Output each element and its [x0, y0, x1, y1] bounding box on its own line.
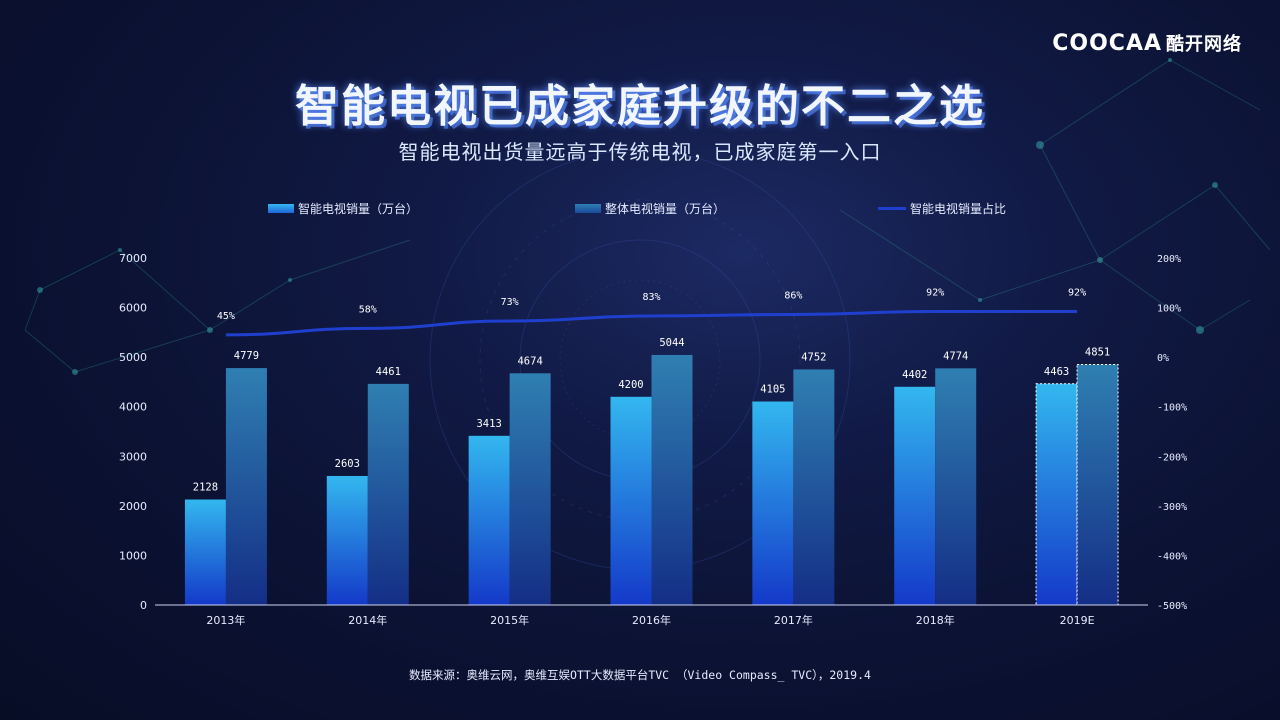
y-left-tick-0: 0 [140, 599, 147, 612]
label-total-3: 5044 [659, 337, 684, 349]
y-right-tick-2: -300% [1157, 502, 1187, 513]
y-left-tick-6: 6000 [119, 302, 147, 315]
legend-label-ratio: 智能电视销量占比 [910, 202, 1007, 216]
chart-legend: 智能电视销量（万台） 整体电视销量（万台） 智能电视销量占比 [0, 200, 1280, 220]
label-smart-5: 4402 [902, 369, 927, 381]
y-left-tick-5: 5000 [119, 351, 147, 364]
bar-total-1 [367, 383, 409, 605]
label-total-0: 4779 [234, 350, 259, 362]
y-right-tick-5: 0% [1157, 353, 1169, 364]
x-tick-3: 2016年 [632, 613, 671, 627]
label-ratio-5: 92% [926, 288, 944, 299]
label-ratio-4: 86% [784, 291, 802, 302]
page-subtitle: 智能电视出货量远高于传统电视，已成家庭第一入口 [398, 140, 882, 164]
legend-swatch-total [575, 204, 601, 213]
bar-total-0 [225, 368, 267, 605]
legend-swatch-ratio [878, 207, 906, 210]
data-source-note: 数据来源：奥维云网，奥维互娱OTT大数据平台TVC （Video Compass… [409, 668, 871, 682]
bar-smart-5 [894, 386, 936, 605]
y-right-tick-1: -400% [1157, 551, 1187, 562]
logo-brand-cn: 酷开网络 [1166, 34, 1242, 55]
y-right-tick-0: -500% [1157, 601, 1187, 612]
y-right-tick-3: -200% [1157, 452, 1187, 463]
label-smart-6: 4463 [1044, 366, 1069, 378]
bar-total-2 [509, 373, 551, 605]
bar-smart-0 [184, 499, 226, 605]
legend-item-ratio: 智能电视销量占比 [878, 200, 1006, 217]
label-total-6: 4851 [1085, 347, 1110, 359]
page-title: 智能电视已成家庭升级的不二之选 [295, 81, 985, 132]
brand-logo: COOCAA 酷开网络 [1052, 30, 1242, 56]
x-tick-5: 2018年 [916, 613, 955, 627]
y-left-tick-3: 3000 [119, 450, 147, 463]
label-total-2: 4674 [517, 355, 542, 367]
x-tick-1: 2014年 [348, 613, 387, 627]
y-left-tick-1: 1000 [119, 549, 147, 562]
label-ratio-1: 58% [359, 304, 377, 315]
label-smart-2: 3413 [476, 418, 501, 430]
label-ratio-2: 73% [501, 297, 519, 308]
bar-smart-3 [610, 396, 652, 605]
x-tick-4: 2017年 [774, 613, 813, 627]
bar-smart-1 [326, 475, 368, 605]
bar-smart-2 [468, 435, 510, 605]
legend-item-smart: 智能电视销量（万台） [268, 200, 418, 217]
ratio-line [225, 310, 1078, 337]
legend-label-total: 整体电视销量（万台） [605, 202, 726, 216]
bar-total-5 [935, 368, 977, 605]
bar-smart-4 [752, 401, 794, 605]
legend-item-total: 整体电视销量（万台） [575, 200, 725, 217]
x-tick-6: 2019E [1060, 614, 1095, 627]
x-tick-0: 2013年 [206, 613, 245, 627]
label-smart-4: 4105 [760, 384, 785, 396]
label-smart-3: 4200 [618, 379, 643, 391]
label-total-4: 4752 [801, 351, 826, 363]
bar-total-3 [651, 354, 693, 605]
y-left-tick-2: 2000 [119, 500, 147, 513]
label-total-5: 4774 [943, 350, 968, 362]
y-left-tick-7: 7000 [119, 252, 147, 265]
label-ratio-6: 92% [1068, 288, 1086, 299]
label-ratio-3: 83% [642, 292, 660, 303]
y-left-tick-4: 4000 [119, 401, 147, 414]
y-right-tick-7: 200% [1157, 254, 1181, 265]
label-ratio-0: 45% [217, 311, 235, 322]
bar-total-4 [793, 369, 835, 605]
bar-total-6 [1076, 364, 1119, 606]
logo-brand: COOCAA [1052, 30, 1162, 56]
legend-label-smart: 智能电视销量（万台） [298, 202, 419, 216]
label-smart-1: 2603 [335, 458, 360, 470]
x-tick-2: 2015年 [490, 613, 529, 627]
y-right-tick-4: -100% [1157, 403, 1187, 414]
legend-swatch-smart [268, 204, 294, 213]
label-total-1: 4461 [376, 366, 401, 378]
y-right-tick-6: 100% [1157, 304, 1181, 315]
bar-smart-6 [1035, 383, 1078, 606]
label-smart-0: 2128 [193, 482, 218, 494]
